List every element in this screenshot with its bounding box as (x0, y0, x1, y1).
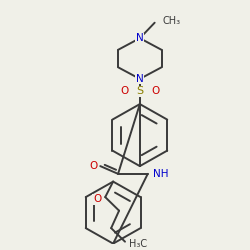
Text: O: O (89, 161, 97, 171)
Text: N: N (136, 74, 144, 84)
Text: O: O (152, 86, 160, 97)
Text: N: N (136, 33, 144, 43)
Text: CH₃: CH₃ (162, 16, 181, 26)
Text: O: O (120, 86, 128, 97)
Text: S: S (136, 86, 143, 97)
Text: H₃C: H₃C (129, 238, 147, 248)
Text: O: O (93, 194, 101, 204)
Text: NH: NH (153, 169, 168, 179)
